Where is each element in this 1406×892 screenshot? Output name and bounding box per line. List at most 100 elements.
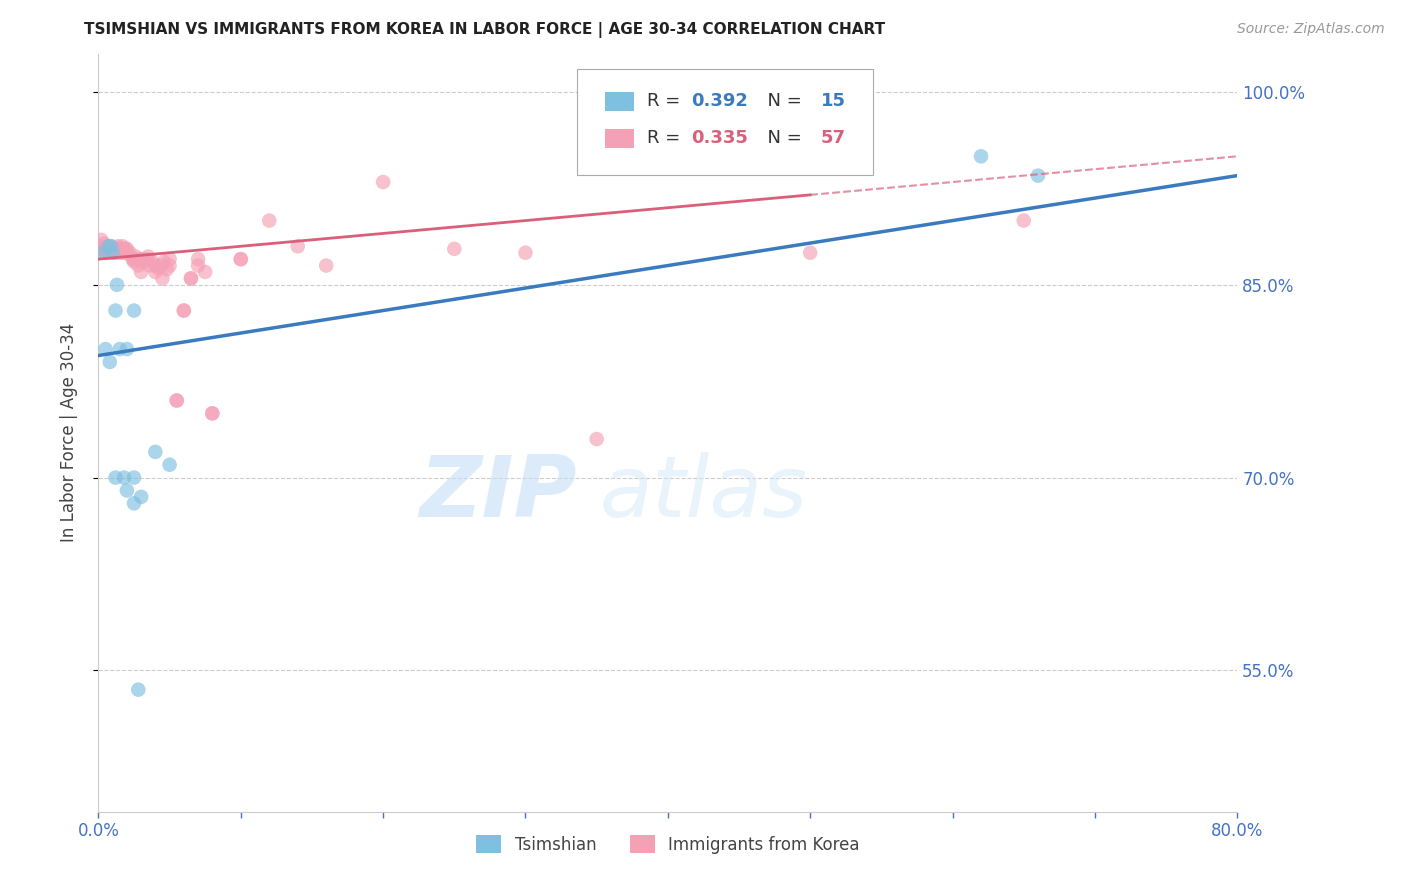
Point <box>98 355 121 369</box>
Y-axis label: In Labor Force | Age 30-34: In Labor Force | Age 30-34 <box>59 323 77 542</box>
Point <box>90 233 112 247</box>
Text: Source: ZipAtlas.com: Source: ZipAtlas.com <box>1237 22 1385 37</box>
Point <box>159 259 181 273</box>
Point <box>287 239 309 253</box>
Point <box>141 254 163 268</box>
Point <box>194 265 217 279</box>
Point <box>127 259 149 273</box>
Point <box>156 262 179 277</box>
Point <box>93 236 115 251</box>
Point <box>127 682 149 697</box>
Point <box>94 245 117 260</box>
Text: 0.335: 0.335 <box>690 129 748 147</box>
Point <box>115 483 138 498</box>
Point <box>145 265 167 279</box>
Point <box>373 175 395 189</box>
Point <box>159 252 181 267</box>
Point <box>180 271 202 285</box>
Point <box>166 393 188 408</box>
Text: 0.392: 0.392 <box>690 92 748 111</box>
Point <box>187 252 209 267</box>
FancyBboxPatch shape <box>605 129 634 148</box>
Point <box>122 470 145 484</box>
Point <box>112 470 135 484</box>
Text: ZIP: ZIP <box>419 451 576 535</box>
Point <box>138 259 160 273</box>
Point <box>585 432 607 446</box>
Point <box>118 245 141 260</box>
Text: 15: 15 <box>821 92 845 111</box>
Point <box>153 254 176 268</box>
Point <box>129 252 152 267</box>
Point <box>112 245 135 260</box>
Point <box>110 242 132 256</box>
Legend: Tsimshian, Immigrants from Korea: Tsimshian, Immigrants from Korea <box>470 829 866 860</box>
Point <box>970 149 993 163</box>
FancyBboxPatch shape <box>576 69 873 175</box>
Point <box>145 445 167 459</box>
Point <box>104 245 127 260</box>
Text: 57: 57 <box>821 129 845 147</box>
Point <box>1012 213 1035 227</box>
Point <box>1026 169 1049 183</box>
Point <box>94 342 117 356</box>
Point <box>107 239 129 253</box>
Point <box>136 250 159 264</box>
Point <box>173 303 195 318</box>
Point <box>201 406 224 420</box>
Point <box>105 277 128 292</box>
Point <box>229 252 252 267</box>
Point <box>100 239 122 253</box>
Text: atlas: atlas <box>599 451 807 535</box>
FancyBboxPatch shape <box>605 92 634 111</box>
Point <box>173 303 195 318</box>
Point <box>122 303 145 318</box>
Point <box>103 242 125 256</box>
Point <box>515 245 537 260</box>
Point <box>166 393 188 408</box>
Point <box>315 259 337 273</box>
Point <box>122 496 145 510</box>
Point <box>104 303 127 318</box>
Point <box>89 239 111 253</box>
Point <box>799 245 821 260</box>
Point <box>229 252 252 267</box>
Point <box>180 271 202 285</box>
Point <box>115 342 138 356</box>
Text: TSIMSHIAN VS IMMIGRANTS FROM KOREA IN LABOR FORCE | AGE 30-34 CORRELATION CHART: TSIMSHIAN VS IMMIGRANTS FROM KOREA IN LA… <box>84 22 886 38</box>
Point <box>159 458 181 472</box>
Point <box>129 265 152 279</box>
Point <box>150 259 173 273</box>
Point <box>129 252 152 267</box>
Point <box>129 490 152 504</box>
Point <box>101 245 124 260</box>
Point <box>108 245 131 260</box>
Text: R =: R = <box>647 129 686 147</box>
Point <box>132 254 155 268</box>
Point <box>115 242 138 256</box>
Point <box>187 259 209 273</box>
Point <box>124 250 146 264</box>
Point <box>91 242 114 256</box>
Point <box>111 239 134 253</box>
Point <box>259 213 281 227</box>
Point <box>108 342 131 356</box>
Point <box>97 239 120 253</box>
Point <box>148 261 170 276</box>
Point <box>121 252 143 267</box>
Point <box>104 470 127 484</box>
Point <box>145 259 167 273</box>
Point <box>122 252 145 267</box>
Point <box>152 271 174 285</box>
Point <box>101 245 124 260</box>
Point <box>114 242 136 256</box>
Point <box>135 252 157 267</box>
Point <box>98 242 121 256</box>
Point <box>115 245 138 260</box>
Point <box>96 239 118 253</box>
Point <box>201 406 224 420</box>
Point <box>105 242 128 256</box>
Point <box>443 242 465 256</box>
Point <box>97 245 120 260</box>
Text: N =: N = <box>755 129 807 147</box>
